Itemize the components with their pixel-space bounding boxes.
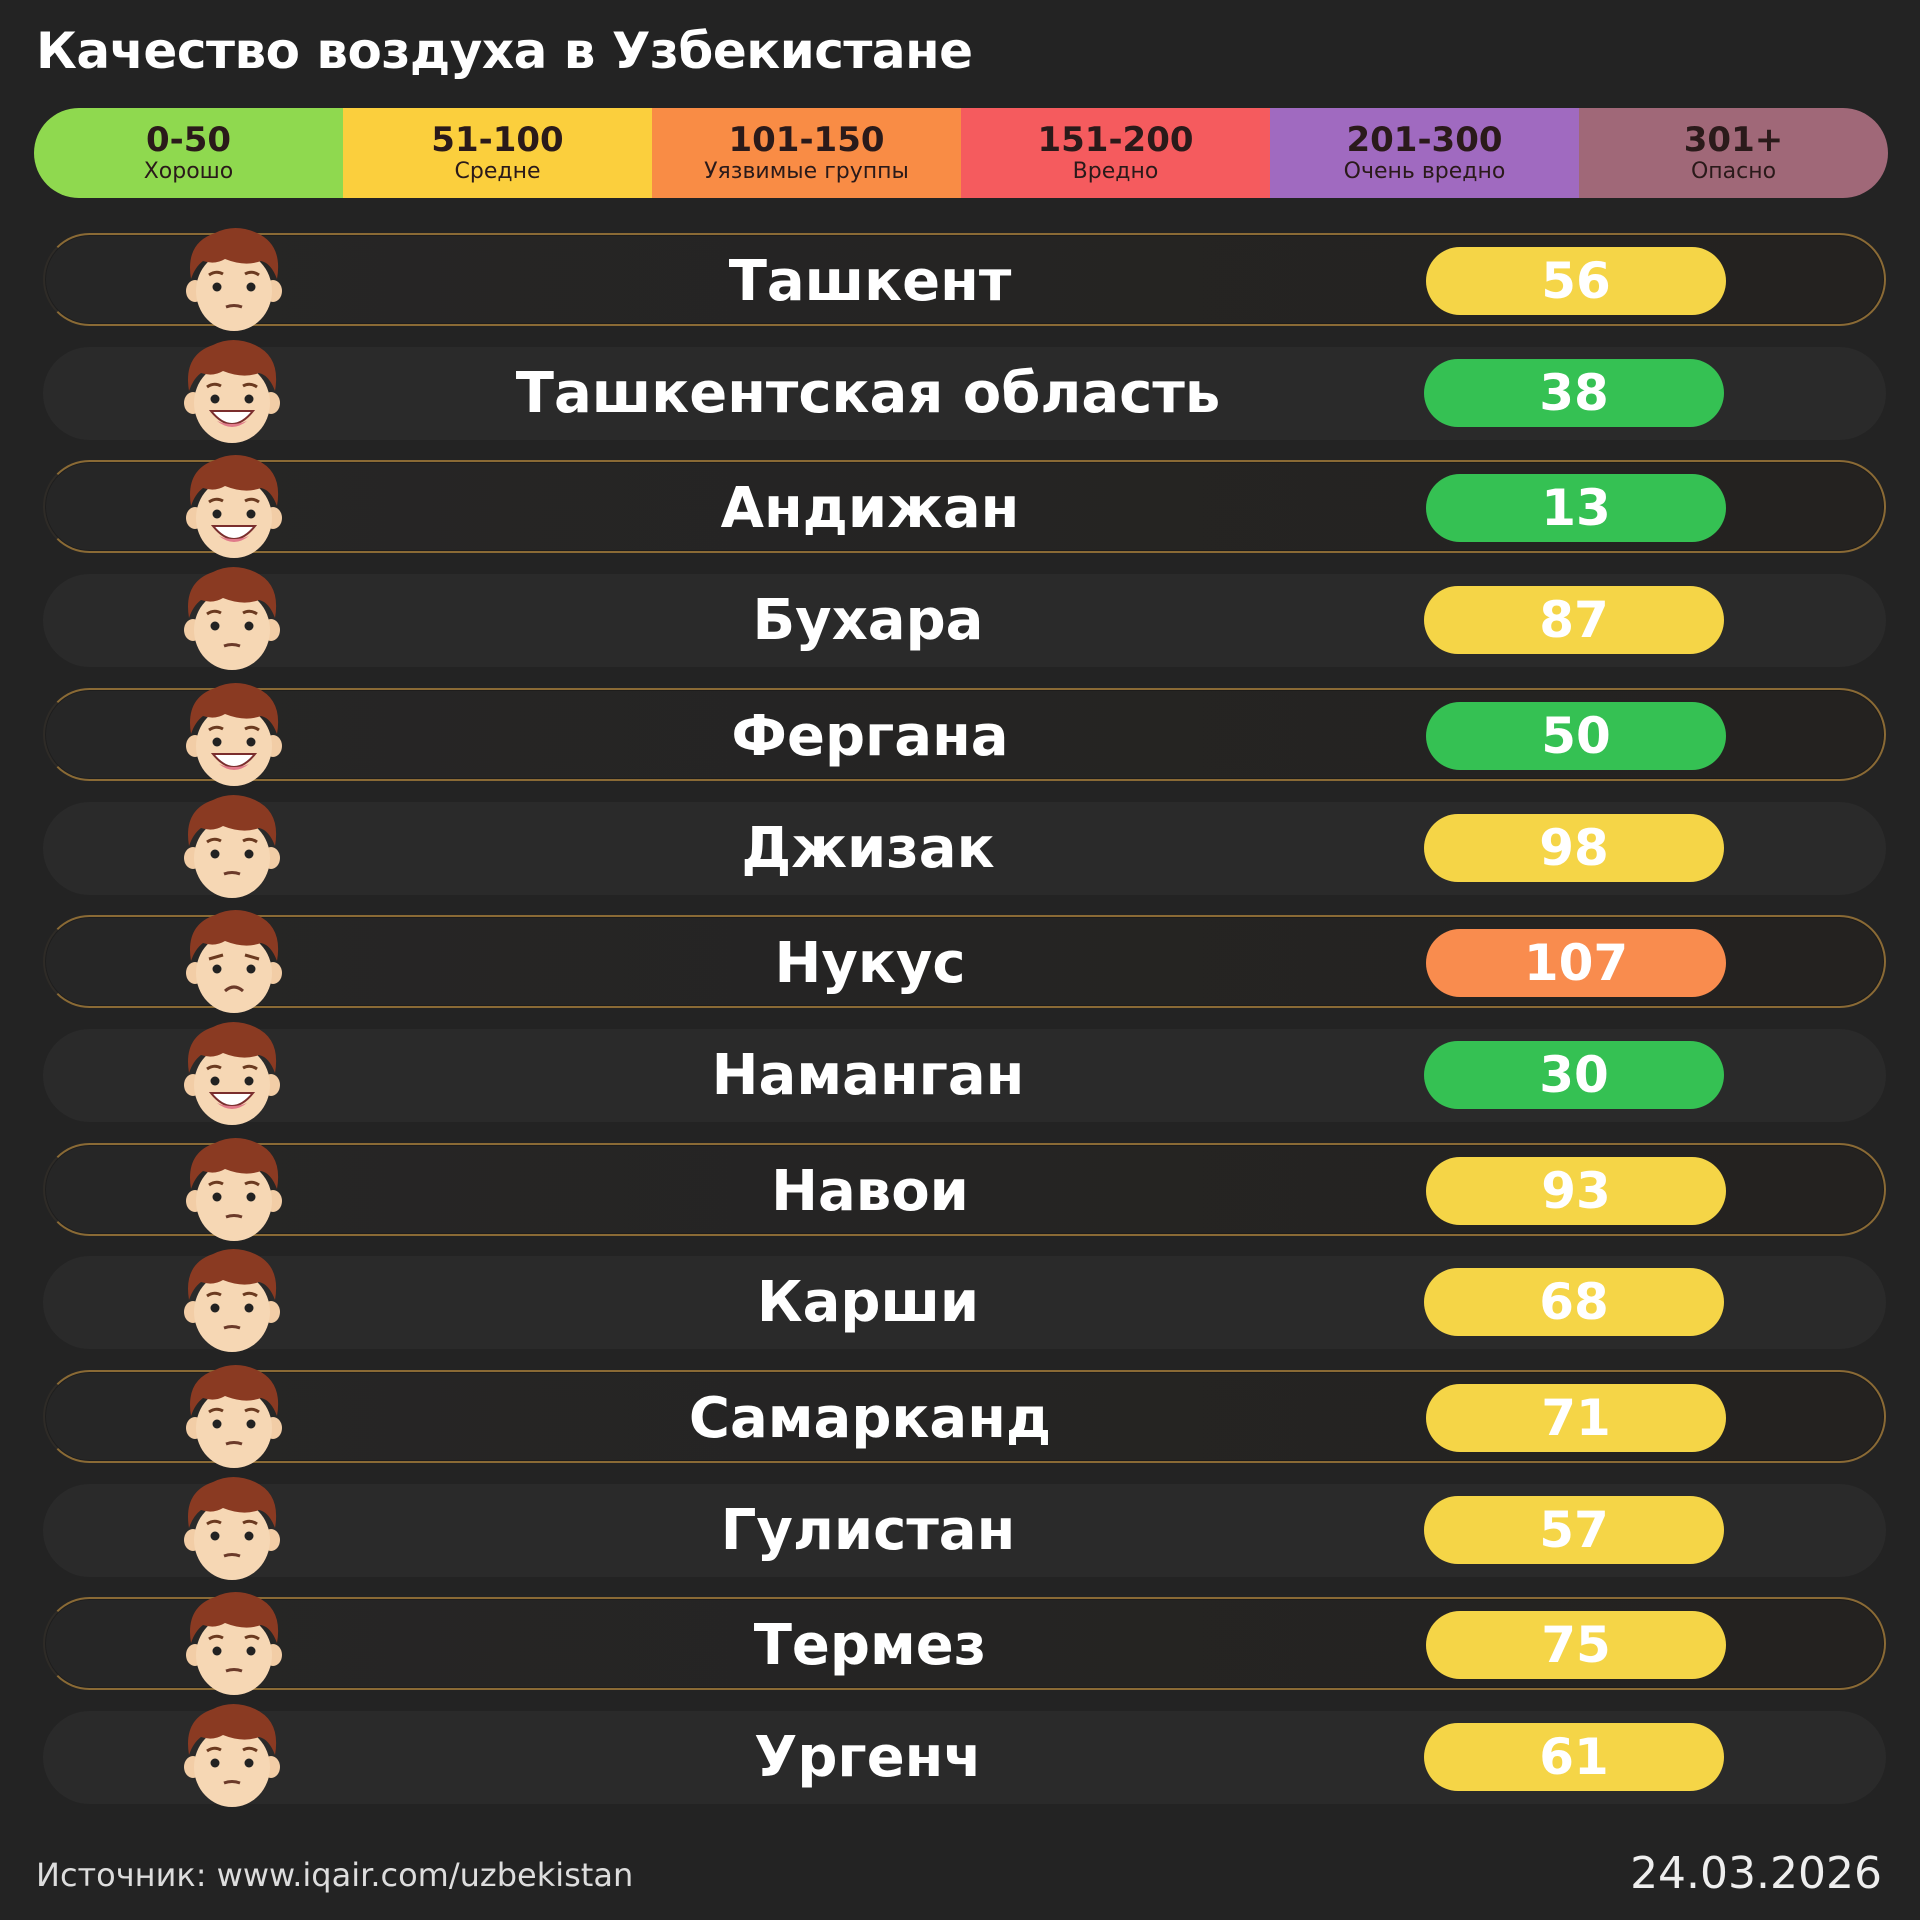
neutral-face-icon [173, 1242, 291, 1362]
city-row: Ташкентская область 38 [43, 339, 1886, 443]
legend-range: 201-300 [1346, 120, 1503, 160]
legend-range: 301+ [1683, 120, 1784, 160]
city-name: Гулистан [720, 1497, 1016, 1563]
city-row: Самарканд 71 [43, 1365, 1886, 1468]
neutral-face-icon [173, 1470, 291, 1590]
aqi-badge: 107 [1426, 929, 1726, 998]
legend-segment: 51-100 Средне [343, 108, 652, 198]
legend-segment: 201-300 Очень вредно [1270, 108, 1579, 198]
neutral-face-icon [175, 1585, 293, 1705]
city-name: Самарканд [688, 1386, 1052, 1451]
aqi-badge: 61 [1424, 1723, 1724, 1792]
city-name: Джизак [741, 815, 995, 881]
neutral-face-icon [173, 560, 291, 680]
happy-face-icon [175, 676, 293, 796]
city-name: Термез [753, 1613, 987, 1679]
aqi-badge: 57 [1424, 1495, 1724, 1564]
city-row: Карши 68 [43, 1249, 1886, 1353]
aqi-badge: 68 [1424, 1268, 1724, 1337]
legend-range: 151-200 [1037, 120, 1194, 160]
city-row: Ургенч 61 [43, 1704, 1886, 1808]
legend-label: Уязвимые группы [704, 159, 909, 184]
legend-label: Средне [454, 159, 541, 184]
legend-range: 51-100 [431, 120, 564, 160]
city-row: Термез 75 [43, 1592, 1886, 1696]
city-row: Бухара 87 [43, 567, 1886, 671]
city-row: Навои 93 [43, 1137, 1886, 1241]
city-name: Нукус [774, 931, 966, 997]
legend-segment: 101-150 Уязвимые группы [652, 108, 961, 198]
neutral-face-icon [175, 221, 293, 341]
aqi-badge: 98 [1424, 813, 1724, 882]
city-name: Андижан [720, 476, 1020, 542]
legend-segment: 0-50 Хорошо [34, 108, 343, 198]
city-row: Андижан 13 [43, 455, 1886, 559]
neutral-face-icon [175, 1358, 293, 1478]
aqi-badge: 71 [1426, 1384, 1726, 1452]
source-text: Источник: www.iqair.com/uzbekistan [36, 1856, 634, 1894]
city-name: Ургенч [754, 1725, 982, 1791]
city-name: Навои [771, 1158, 969, 1224]
legend-label: Хорошо [143, 159, 234, 184]
legend-label: Опасно [1690, 159, 1777, 184]
city-row: Фергана 50 [43, 682, 1886, 786]
city-row: Гулистан 57 [43, 1476, 1886, 1580]
legend-label: Вредно [1072, 159, 1159, 184]
legend-range: 101-150 [728, 120, 885, 160]
neutral-face-icon [175, 1131, 293, 1251]
aqi-badge: 30 [1424, 1040, 1724, 1109]
city-row: Джизак 98 [43, 794, 1886, 898]
legend-segment: 151-200 Вредно [961, 108, 1270, 198]
city-name: Карши [756, 1270, 980, 1336]
happy-face-icon [173, 333, 291, 453]
date-text: 24.03.2026 [1630, 1848, 1882, 1899]
city-name: Ташкентская область [515, 360, 1221, 426]
city-name: Ташкент [728, 249, 1012, 314]
happy-face-icon [173, 1015, 291, 1135]
legend-segment: 301+ Опасно [1579, 108, 1888, 198]
aqi-badge: 50 [1426, 701, 1726, 770]
city-name: Наманган [711, 1042, 1025, 1108]
page-title: Качество воздуха в Узбекистане [36, 22, 973, 80]
sad-face-icon [175, 903, 293, 1023]
aqi-badge: 56 [1426, 247, 1726, 315]
neutral-face-icon [173, 1697, 291, 1817]
city-row: Ташкент 56 [43, 228, 1886, 331]
happy-face-icon [175, 448, 293, 568]
legend-label: Очень вредно [1343, 159, 1506, 184]
aqi-badge: 38 [1424, 358, 1724, 427]
aqi-badge: 13 [1426, 474, 1726, 543]
neutral-face-icon [173, 788, 291, 908]
city-row: Наманган 30 [43, 1021, 1886, 1125]
aqi-badge: 75 [1426, 1611, 1726, 1680]
city-name: Бухара [752, 588, 984, 654]
aqi-legend: 0-50 Хорошо 51-100 Средне 101-150 Уязвимые гр… [34, 108, 1888, 198]
legend-range: 0-50 [145, 120, 232, 160]
aqi-badge: 93 [1426, 1156, 1726, 1225]
city-name: Фергана [731, 703, 1009, 769]
city-row: Нукус 107 [43, 910, 1886, 1014]
aqi-badge: 87 [1424, 586, 1724, 655]
